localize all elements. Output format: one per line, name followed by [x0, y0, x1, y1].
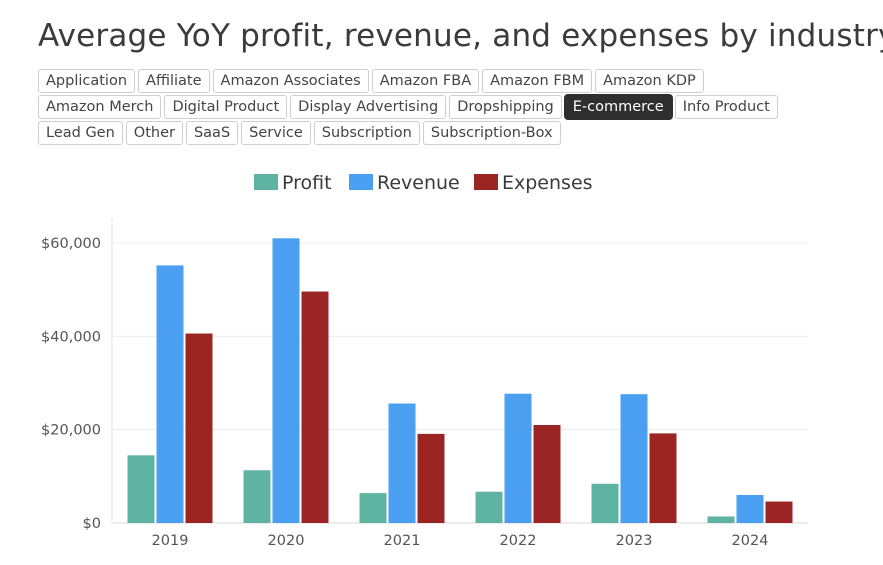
y-tick-label: $60,000 — [41, 236, 101, 252]
chart-container: Profit Revenue Expenses $0 $20,000 $40,000 $6… — [0, 160, 883, 560]
legend-swatch — [254, 174, 278, 190]
bar-expenses-2024[interactable] — [765, 501, 793, 523]
x-tick-label: 2024 — [732, 533, 769, 549]
bar-expenses-2020[interactable] — [301, 291, 329, 523]
filter-button-amazon-fba[interactable]: Amazon FBA — [371, 69, 480, 93]
bar-expenses-2019[interactable] — [185, 333, 213, 523]
filter-row: Amazon Merch Digital Product Display Adver… — [38, 95, 798, 119]
filter-button-other[interactable]: Other — [125, 121, 183, 145]
x-tick-label: 2023 — [616, 533, 653, 549]
legend-swatch — [349, 174, 373, 190]
bar-group-2021 — [359, 403, 445, 523]
filter-button-display-advertising[interactable]: Display Advertising — [290, 95, 447, 119]
industry-filter-bar: Application Affiliate Amazon Associates Ama… — [38, 69, 798, 147]
bar-marks — [127, 238, 793, 523]
filter-button-service[interactable]: Service — [241, 121, 311, 145]
bar-profit-2023[interactable] — [591, 483, 619, 523]
bar-group-2022 — [475, 393, 561, 523]
bar-expenses-2023[interactable] — [649, 433, 677, 523]
bar-revenue-2024[interactable] — [736, 495, 764, 523]
chart-legend: Profit Revenue Expenses — [254, 172, 593, 194]
bar-expenses-2021[interactable] — [417, 433, 445, 523]
filter-button-dropshipping[interactable]: Dropshipping — [449, 95, 562, 119]
x-axis: 2019 2020 2021 2022 2023 2024 — [152, 533, 769, 549]
bar-profit-2022[interactable] — [475, 491, 503, 523]
filter-button-lead-gen[interactable]: Lead Gen — [38, 121, 123, 145]
bar-group-2023 — [591, 394, 677, 523]
filter-button-subscription-box[interactable]: Subscription-Box — [422, 121, 561, 145]
y-tick-label: $40,000 — [41, 329, 101, 345]
x-tick-label: 2021 — [384, 533, 421, 549]
legend-label: Revenue — [377, 172, 460, 194]
filter-button-subscription[interactable]: Subscription — [313, 121, 420, 145]
bar-profit-2020[interactable] — [243, 470, 271, 523]
bar-group-2020 — [243, 238, 329, 523]
y-gridlines — [111, 218, 808, 524]
bar-profit-2019[interactable] — [127, 455, 155, 523]
bar-revenue-2022[interactable] — [504, 393, 532, 523]
filter-button-info-product[interactable]: Info Product — [674, 95, 778, 119]
filter-button-e-commerce[interactable]: E-commerce — [564, 95, 672, 119]
x-tick-label: 2020 — [268, 533, 305, 549]
y-tick-label: $20,000 — [41, 423, 101, 439]
filter-button-application[interactable]: Application — [38, 69, 136, 93]
bar-revenue-2021[interactable] — [388, 403, 416, 523]
legend-item-expenses[interactable]: Expenses — [474, 172, 593, 194]
filter-button-affiliate[interactable]: Affiliate — [138, 69, 210, 93]
bar-revenue-2020[interactable] — [272, 238, 300, 523]
bar-group-2019 — [127, 265, 213, 523]
bar-profit-2021[interactable] — [359, 493, 387, 523]
filter-button-saas[interactable]: SaaS — [185, 121, 239, 145]
filter-button-amazon-kdp[interactable]: Amazon KDP — [595, 69, 704, 93]
legend-item-revenue[interactable]: Revenue — [349, 172, 460, 194]
legend-label: Expenses — [502, 172, 593, 194]
legend-label: Profit — [282, 172, 332, 194]
filter-button-amazon-associates[interactable]: Amazon Associates — [212, 69, 369, 93]
x-tick-label: 2019 — [152, 533, 189, 549]
filter-button-amazon-fbm[interactable]: Amazon FBM — [482, 69, 593, 93]
bar-revenue-2023[interactable] — [620, 394, 648, 523]
page-title: Average YoY profit, revenue, and expense… — [38, 18, 883, 54]
legend-item-profit[interactable]: Profit — [254, 172, 332, 194]
bar-expenses-2022[interactable] — [533, 425, 561, 523]
bar-profit-2024[interactable] — [707, 516, 735, 523]
grouped-bar-chart: Profit Revenue Expenses $0 $20,000 $40,000 $6… — [41, 172, 808, 549]
bar-revenue-2019[interactable] — [156, 265, 184, 523]
x-tick-label: 2022 — [500, 533, 537, 549]
legend-swatch — [474, 174, 498, 190]
y-tick-label: $0 — [83, 516, 101, 532]
filter-button-digital-product[interactable]: Digital Product — [164, 95, 288, 119]
filter-row: Application Affiliate Amazon Associates Ama… — [38, 69, 798, 93]
filter-button-amazon-merch[interactable]: Amazon Merch — [38, 95, 162, 119]
bar-group-2024 — [707, 495, 793, 523]
y-axis: $0 $20,000 $40,000 $60,000 — [41, 236, 101, 532]
filter-row: Lead Gen Other SaaS Service Subscription Subs… — [38, 121, 798, 145]
